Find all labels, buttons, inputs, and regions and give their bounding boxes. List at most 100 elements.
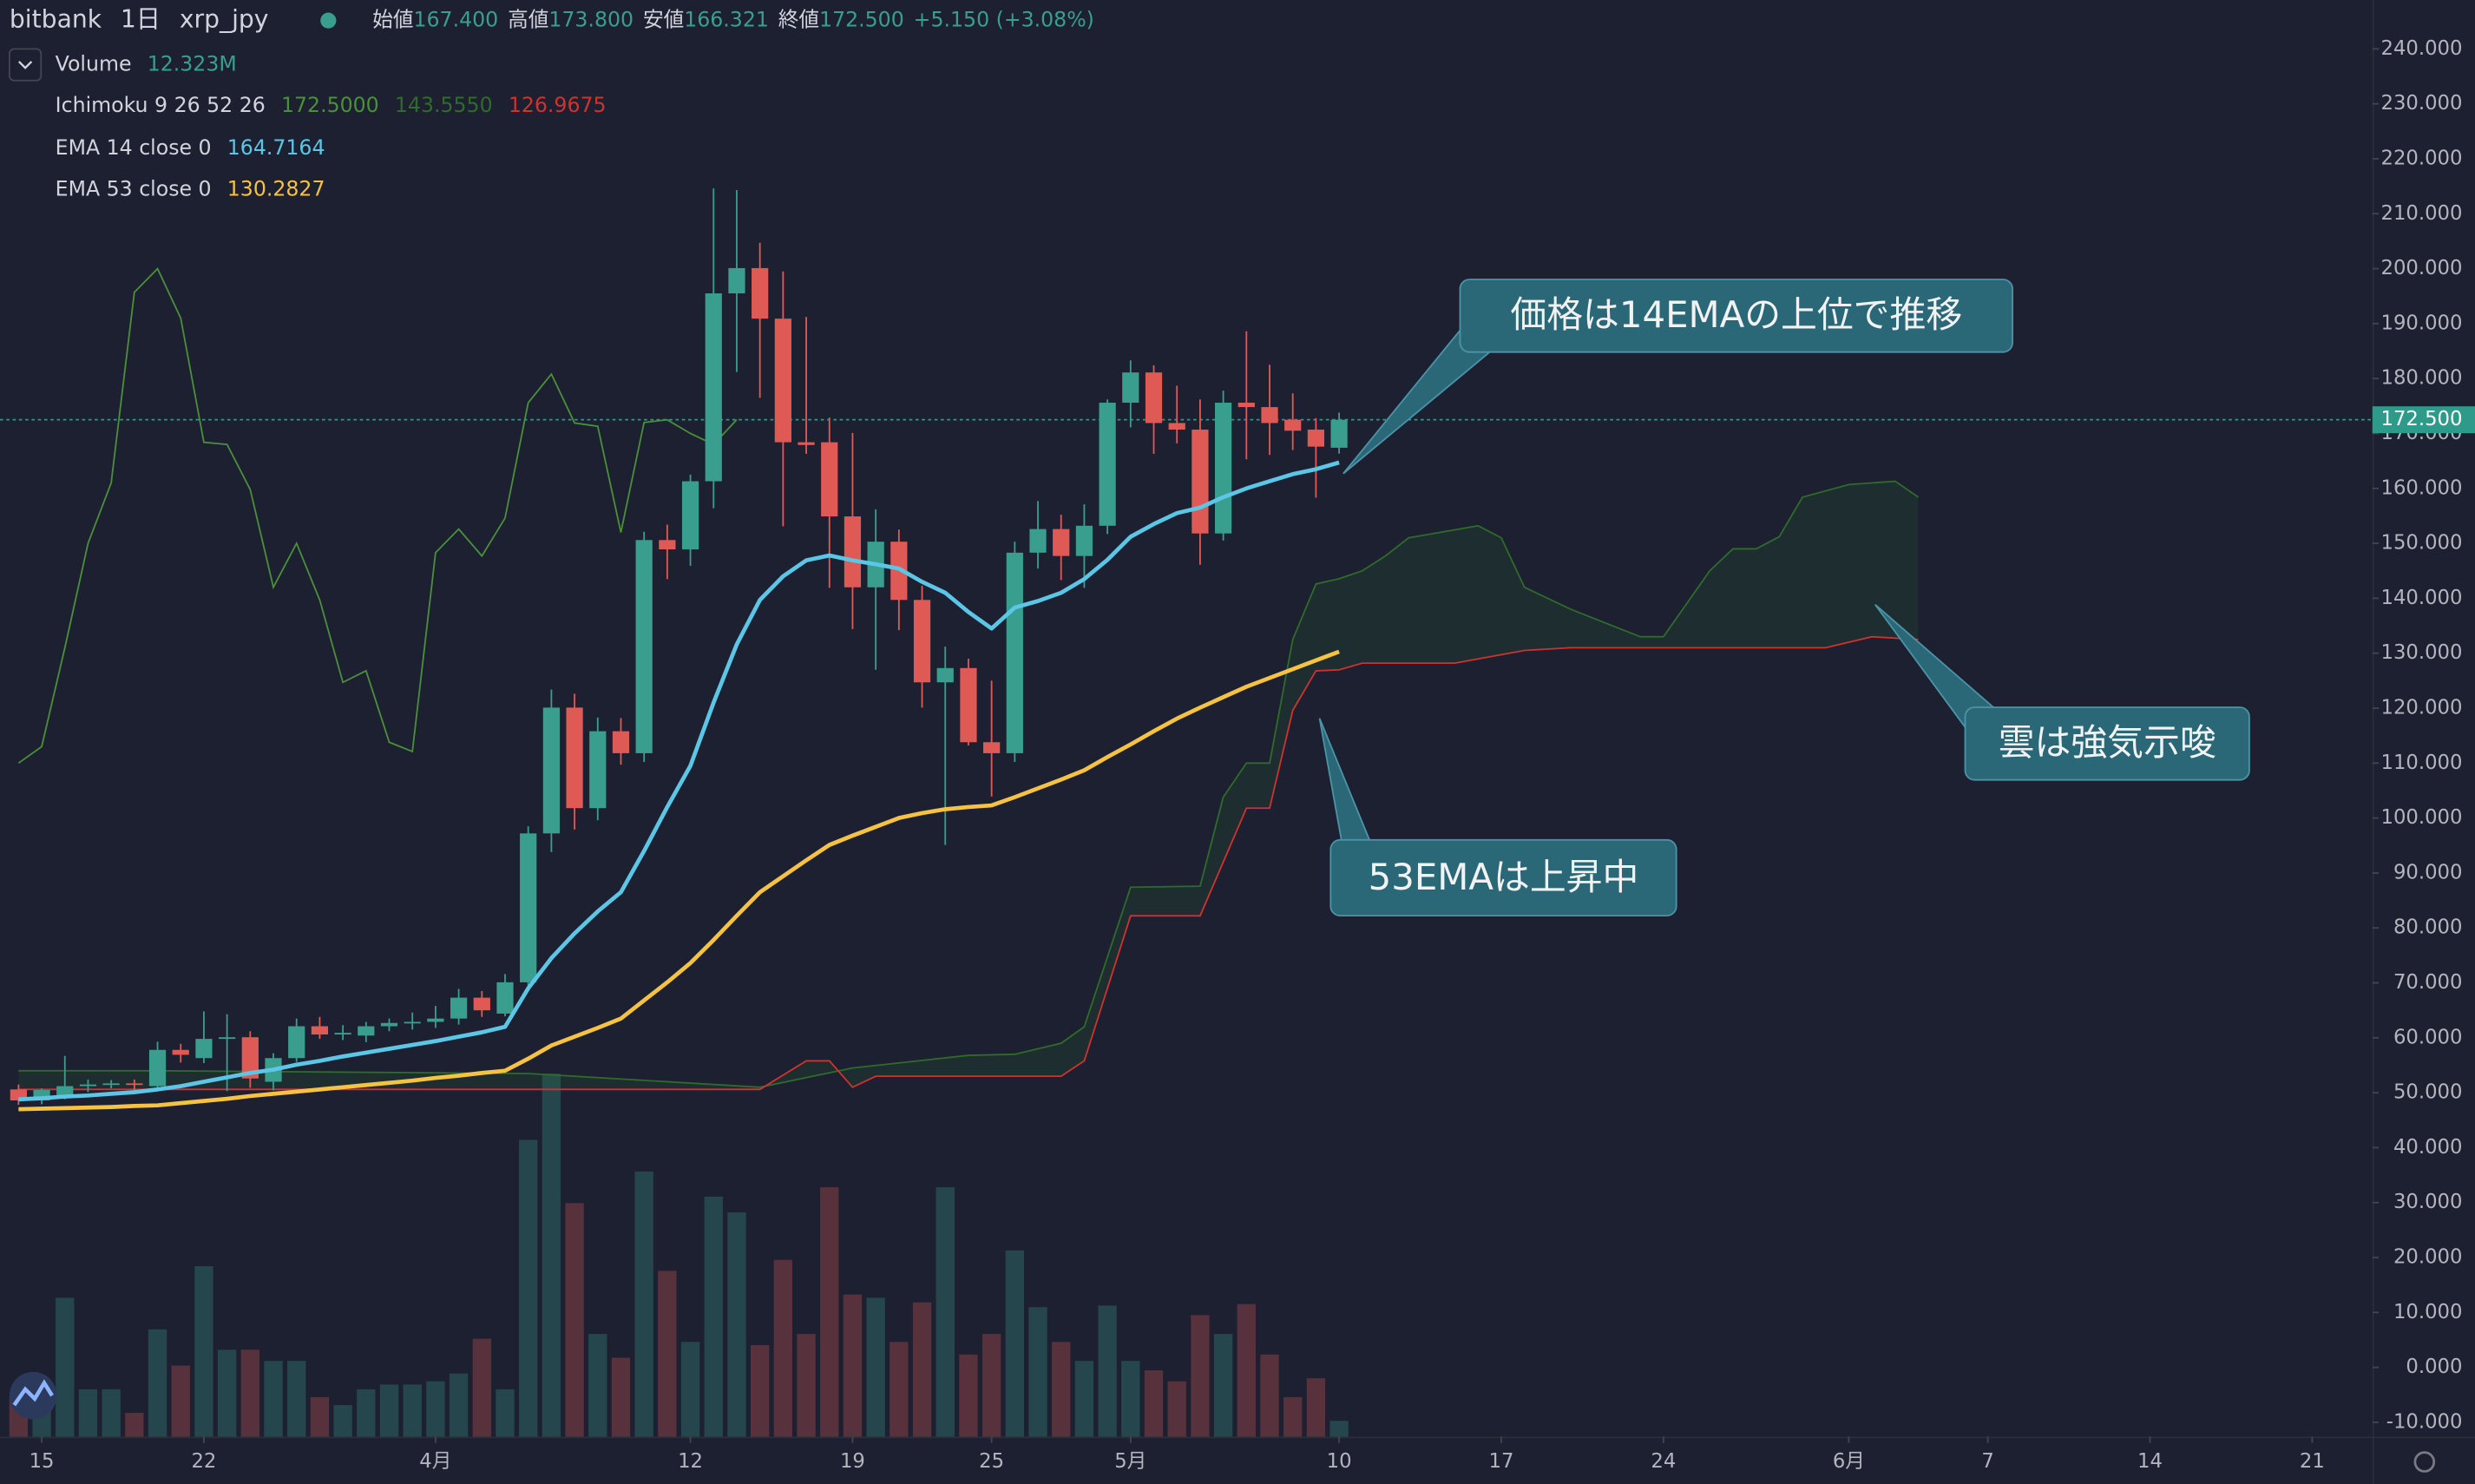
volume-bar xyxy=(611,1357,631,1437)
indicator-value: 143.5550 xyxy=(395,92,493,116)
volume-bar xyxy=(1306,1378,1326,1437)
candle-body xyxy=(612,731,630,753)
candle-body xyxy=(589,731,607,809)
candle-body xyxy=(752,267,769,319)
ichimoku-span-b xyxy=(18,635,1919,1091)
y-tick-label: 10.000 xyxy=(2393,1301,2462,1323)
candle-body xyxy=(728,267,745,294)
volume-bar xyxy=(148,1329,167,1437)
candle-body xyxy=(1330,419,1348,448)
volume-bar xyxy=(472,1338,491,1437)
ohlc-label: 安値 xyxy=(643,7,684,31)
ichimoku-lagging xyxy=(17,266,738,765)
candle-body xyxy=(821,442,838,517)
volume-bar xyxy=(565,1203,584,1437)
exchange: bitbank xyxy=(10,5,102,34)
volume-bar xyxy=(843,1294,863,1437)
y-tick-label: 180.000 xyxy=(2381,367,2463,390)
volume-bar xyxy=(449,1373,469,1437)
volume-bar xyxy=(1144,1369,1164,1437)
ohlc-value: 166.321 xyxy=(684,7,769,31)
volume-bar xyxy=(240,1349,260,1437)
volume-bar xyxy=(588,1334,607,1437)
indicator-legend: EMA 53 close 0 130.2827 xyxy=(56,176,325,200)
volume-bar xyxy=(820,1187,839,1437)
candle-body xyxy=(844,516,862,588)
header: bitbank 1日 xrp_jpy xyxy=(10,5,269,34)
candle-body xyxy=(635,540,653,753)
volume-bar xyxy=(1213,1334,1233,1437)
indicator-value: 164.7164 xyxy=(227,135,325,159)
ema-line xyxy=(18,460,1340,1102)
volume-bar xyxy=(357,1389,376,1437)
volume-bar xyxy=(496,1389,515,1437)
candle-body xyxy=(913,600,931,683)
volume-bar xyxy=(1028,1307,1047,1437)
candle-body xyxy=(404,1021,421,1024)
collapse-button[interactable] xyxy=(9,48,43,82)
candle-body xyxy=(1145,372,1163,424)
candle-body xyxy=(1307,430,1325,447)
volume-bar xyxy=(1098,1305,1117,1437)
y-tick-label: 210.000 xyxy=(2381,202,2463,225)
y-tick-label: 30.000 xyxy=(2393,1191,2462,1213)
candle-body xyxy=(79,1084,97,1087)
volume-bar xyxy=(634,1171,653,1437)
x-tick-label: 22 xyxy=(191,1450,216,1473)
indicator-value: 12.323M xyxy=(148,51,237,76)
callout-text: 雲は強気示唆 xyxy=(1999,721,2216,764)
candle-body xyxy=(496,982,514,1014)
callout-box xyxy=(1964,706,2250,781)
candle-body xyxy=(681,481,699,550)
x-tick-label: 12 xyxy=(678,1450,703,1473)
candle-body xyxy=(983,742,1001,753)
candle-body xyxy=(195,1039,213,1059)
volume-bar xyxy=(1167,1381,1186,1437)
y-tick-label: 20.000 xyxy=(2393,1246,2462,1269)
indicator-value: 172.5000 xyxy=(281,92,379,116)
candle-body xyxy=(126,1083,143,1086)
ohlc-value: 167.400 xyxy=(414,7,499,31)
candle-body xyxy=(1122,372,1139,404)
volume-bar xyxy=(264,1361,283,1437)
candle-body xyxy=(473,997,490,1011)
volume-bar xyxy=(1191,1315,1210,1437)
last-price-label: 172.500 xyxy=(2381,408,2463,430)
settings-button[interactable] xyxy=(2413,1451,2436,1473)
volume-bar xyxy=(750,1344,770,1437)
ohlc-label: 始値 xyxy=(372,7,413,31)
candle-body xyxy=(334,1033,351,1035)
volume-bar xyxy=(403,1384,422,1437)
volume-bar xyxy=(426,1381,445,1437)
volume-bar xyxy=(310,1396,330,1437)
volume-bar xyxy=(125,1413,144,1437)
volume-bar xyxy=(1329,1421,1349,1437)
ohlc-label: 終値 xyxy=(778,7,819,31)
candle-body xyxy=(520,833,537,982)
candle-body xyxy=(358,1026,375,1036)
symbol: xrp_jpy xyxy=(180,5,269,34)
candle-body xyxy=(960,667,977,743)
x-tick-label: 5月 xyxy=(1114,1450,1146,1473)
indicator-legend: Volume 12.323M xyxy=(56,51,237,76)
x-tick-label: 7 xyxy=(1981,1450,1993,1473)
candle-body xyxy=(1029,529,1047,553)
candle-body xyxy=(1053,529,1070,556)
x-tick-label: 17 xyxy=(1489,1450,1514,1473)
candle-body xyxy=(1261,407,1278,424)
volume-bar xyxy=(1052,1342,1071,1437)
ema-line xyxy=(18,649,1340,1112)
y-tick-label: -10.000 xyxy=(2386,1410,2463,1433)
x-tick-label: 25 xyxy=(979,1450,1004,1473)
y-tick-label: 60.000 xyxy=(2393,1026,2462,1048)
indicator-name: Ichimoku 9 26 52 26 xyxy=(56,92,266,116)
volume-bar xyxy=(1121,1361,1140,1437)
price-change: +5.150 (+3.08%) xyxy=(914,7,1094,31)
volume-bar xyxy=(890,1342,909,1437)
volume-bar xyxy=(959,1354,978,1437)
indicator-legend: Ichimoku 9 26 52 26 172.5000 143.5550 126.9… xyxy=(56,92,607,116)
candle-body xyxy=(311,1026,329,1035)
y-tick-label: 150.000 xyxy=(2381,532,2463,555)
volume-bar xyxy=(797,1334,816,1437)
x-tick-label: 6月 xyxy=(1833,1450,1865,1473)
